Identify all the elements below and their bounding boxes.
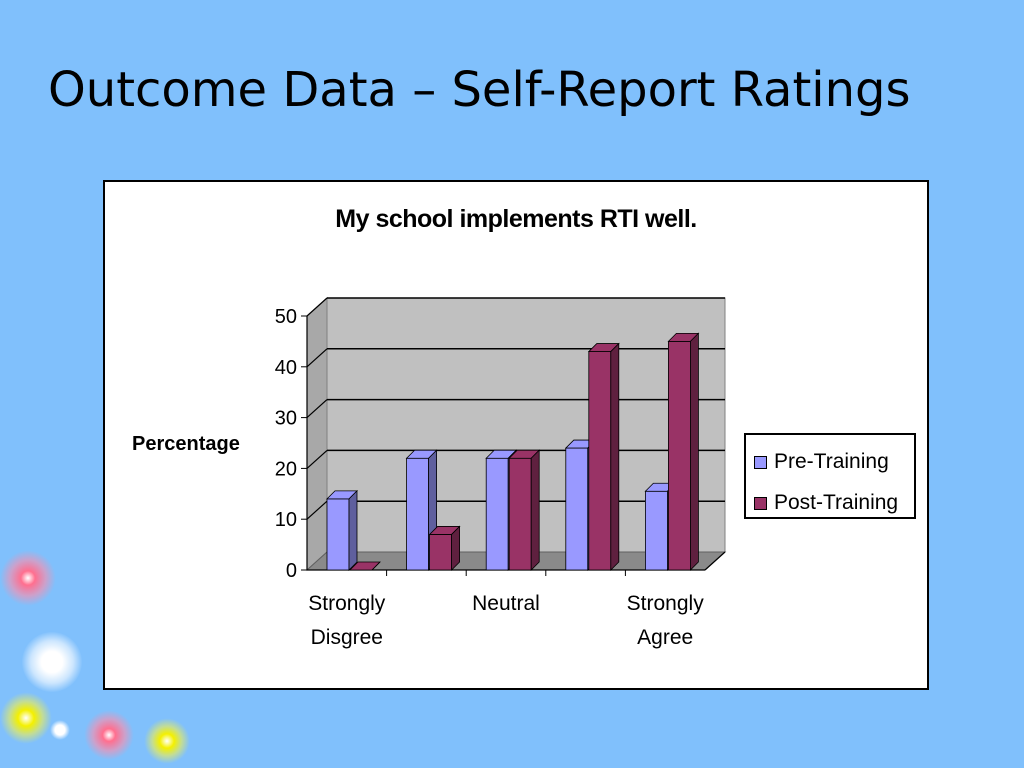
gridline-side	[306, 500, 328, 520]
x-axis-depth	[704, 551, 726, 571]
legend-item-post-training: Post-Training	[754, 490, 898, 516]
bar-pre-training	[485, 457, 509, 571]
y-tick-label: 20	[275, 458, 297, 480]
decorative-flower	[50, 720, 70, 740]
y-tick-label: 50	[275, 306, 297, 328]
slide-title: Outcome Data – Self-Report Ratings	[48, 62, 911, 118]
plot-side-wall	[306, 296, 328, 572]
legend-label-post-training: Post-Training	[774, 491, 899, 514]
x-tick-label: Disgree	[311, 626, 383, 649]
decorative-flower	[144, 718, 190, 764]
legend-label-pre-training: Pre-Training	[774, 450, 889, 473]
bar-pre-training	[565, 447, 589, 571]
y-tick-label: 40	[275, 357, 297, 379]
bar-post-training	[508, 457, 532, 571]
bar-side-post-training	[610, 342, 620, 571]
legend-swatch-post-training	[754, 496, 767, 510]
bar-post-training	[588, 351, 612, 571]
x-tick-label: Neutral	[472, 592, 540, 615]
y-tick-label: 0	[286, 560, 297, 582]
bar-side-post-training	[451, 525, 461, 571]
y-tick-label: 10	[275, 509, 297, 531]
decorative-flower	[0, 550, 56, 606]
legend-swatch-pre-training	[754, 455, 767, 469]
gridline-side	[306, 297, 328, 317]
x-tick-label: Strongly	[627, 592, 705, 615]
legend-item-pre-training: Pre-Training	[754, 449, 889, 475]
chart-title: My school implements RTI well.	[335, 205, 697, 233]
chart-legend: Pre-Training Post-Training	[744, 433, 916, 519]
gridline-side	[306, 348, 328, 368]
y-axis-label: Percentage	[132, 433, 240, 455]
bar-post-training	[668, 340, 691, 571]
bar-chart: 0 10 20 30 40 50 Strongly Disgree Neutral Strongl…	[275, 296, 727, 649]
x-tick-label: Strongly	[308, 592, 386, 615]
chart-frame: My school implements RTI well. Percentag…	[103, 180, 929, 690]
bar-side-pre-training	[348, 489, 358, 571]
bar-side-post-training	[371, 561, 381, 571]
bar-post-training	[429, 534, 453, 571]
gridline-side	[306, 449, 328, 469]
decorative-flower	[22, 632, 82, 692]
y-tick-label: 30	[275, 408, 297, 430]
decorative-flower	[84, 710, 134, 760]
bar-side-post-training	[530, 449, 540, 571]
bar-side-post-training	[690, 332, 699, 571]
bar-pre-training	[406, 457, 430, 571]
bar-pre-training	[645, 490, 668, 571]
decorative-flower	[0, 692, 52, 744]
x-tick-label: Agree	[637, 626, 693, 649]
gridline-side	[306, 399, 328, 419]
bar-pre-training	[326, 498, 350, 571]
